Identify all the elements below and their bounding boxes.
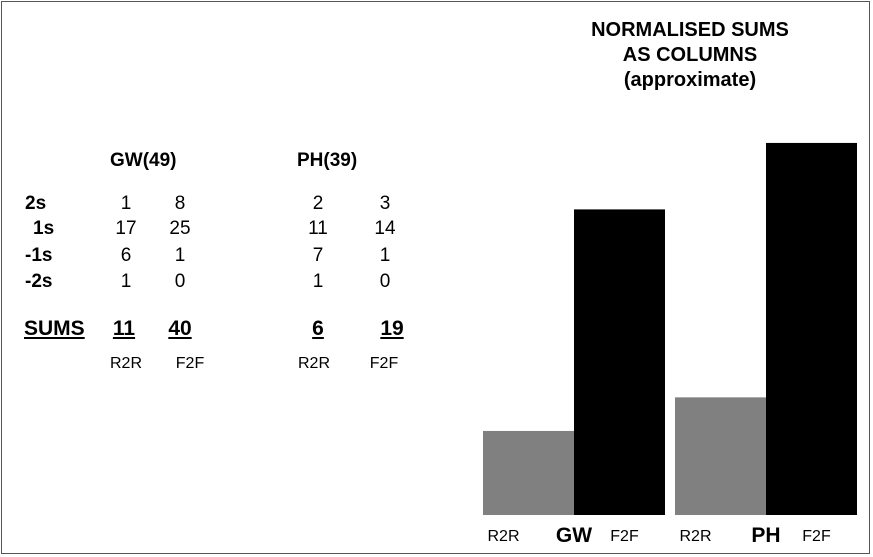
- table-cell: 11: [308, 218, 328, 239]
- table-cell: 1: [120, 271, 132, 292]
- chart-title-line: (approximate): [623, 69, 757, 91]
- sum-ph-f2f: 19: [380, 317, 404, 340]
- table-cell: 6: [120, 245, 132, 266]
- col-label-gw-f2f: F2F: [175, 355, 205, 372]
- chart-title: NORMALISED SUMS AS COLUMNS (approximate): [540, 18, 840, 93]
- col-label-gw-r2r: R2R: [109, 355, 142, 372]
- group-title-gw: GW(49): [110, 150, 177, 171]
- table-cell: 1: [312, 271, 324, 292]
- table-cell: 17: [115, 218, 137, 239]
- chart-title-line: AS COLUMNS: [622, 44, 758, 66]
- sum-gw-f2f: 40: [168, 317, 192, 340]
- table-cell: 1: [120, 193, 132, 214]
- bar-r2r-ph: [675, 397, 766, 515]
- row-label-2s: 2s: [25, 193, 47, 214]
- table-cell: 0: [174, 271, 186, 292]
- series-label-r2r: R2R: [487, 528, 519, 545]
- series-label-f2f: F2F: [802, 528, 831, 545]
- bar-r2r-gw: [483, 430, 574, 515]
- category-label-ph: PH: [751, 524, 780, 547]
- table-cell: 25: [169, 218, 191, 239]
- table-cell: 1: [174, 245, 186, 266]
- table-cell: 0: [379, 271, 391, 292]
- table-cell: 2: [312, 193, 324, 214]
- table-cell: 7: [312, 245, 324, 266]
- row-label-neg2s: -2s: [25, 271, 53, 292]
- bar-f2f-ph: [766, 142, 857, 515]
- bar-f2f-gw: [574, 209, 665, 515]
- sum-gw-r2r: 11: [112, 317, 136, 340]
- table-cell: 1: [379, 245, 391, 266]
- col-label-ph-r2r: R2R: [297, 355, 330, 372]
- chart-title-line: NORMALISED SUMS: [591, 19, 789, 41]
- row-label-1s: 1s: [33, 218, 55, 239]
- table-cell: 3: [379, 193, 391, 214]
- category-label-gw: GW: [556, 524, 592, 547]
- series-label-r2r: R2R: [679, 528, 711, 545]
- sum-ph-r2r: 6: [312, 317, 324, 340]
- table-cell: 14: [374, 218, 396, 239]
- series-label-f2f: F2F: [610, 528, 639, 545]
- col-label-ph-f2f: F2F: [369, 355, 399, 372]
- row-label-neg1s: -1s: [25, 245, 53, 266]
- table-cell: 8: [174, 193, 186, 214]
- group-title-ph: PH(39): [297, 150, 358, 171]
- sums-label: SUMS: [24, 317, 85, 340]
